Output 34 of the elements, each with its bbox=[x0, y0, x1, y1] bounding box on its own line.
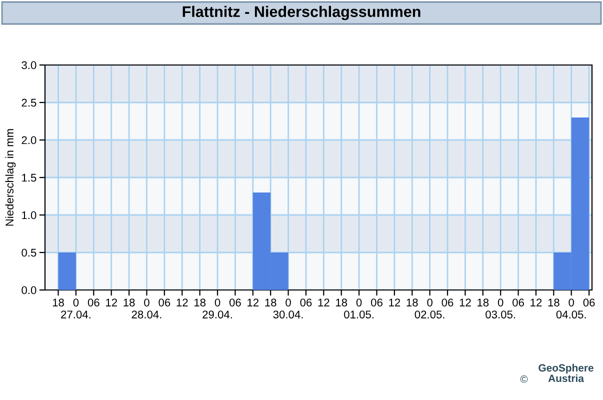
y-tick-label: 3.0 bbox=[22, 61, 36, 70]
x-tick-label: 18 bbox=[265, 298, 276, 306]
x-tick-label: 06 bbox=[512, 298, 524, 306]
x-tick-label: 06 bbox=[88, 298, 100, 306]
x-tick-label: 12 bbox=[106, 298, 117, 306]
x-tick-label: 06 bbox=[370, 298, 382, 306]
y-tick-label: 1.5 bbox=[22, 174, 36, 182]
x-tick-label: 18 bbox=[406, 298, 418, 306]
x-tick-label: 12 bbox=[318, 298, 330, 306]
x-tick-label: 06 bbox=[229, 298, 241, 306]
x-tick-label: 18 bbox=[478, 298, 489, 306]
x-tick-label: 12 bbox=[389, 298, 400, 306]
y-tick-label: 0.0 bbox=[22, 286, 36, 294]
x-tick-label: 18 bbox=[336, 298, 348, 306]
x-tick-label: 12 bbox=[460, 298, 471, 306]
x-tick-label: 06 bbox=[583, 298, 595, 306]
y-axis-title: Niederschlag in mm bbox=[5, 129, 16, 226]
x-tick-label: 12 bbox=[176, 298, 188, 306]
text: GeoSphere Austria bbox=[538, 364, 594, 382]
x-tick-label: 18 bbox=[194, 298, 206, 306]
x-tick-label: 06 bbox=[300, 298, 312, 306]
text: © bbox=[520, 375, 528, 383]
x-tick-label: 18 bbox=[52, 298, 64, 306]
x-tick-label: 12 bbox=[530, 298, 542, 306]
x-tick-label: 18 bbox=[548, 298, 560, 306]
x-tick-label: 18 bbox=[124, 298, 135, 306]
x-tick-label: 06 bbox=[158, 298, 170, 306]
y-tick-label: 1.0 bbox=[22, 211, 36, 220]
x-tick-label: 12 bbox=[248, 298, 259, 306]
y-tick-label: 0.5 bbox=[22, 248, 36, 257]
y-tick-label: 2.5 bbox=[22, 98, 36, 107]
x-tick-label: 06 bbox=[442, 298, 454, 306]
chart-title: Flattnitz - Niederschlagssummen bbox=[182, 6, 420, 20]
y-tick-label: 2.0 bbox=[22, 136, 36, 144]
